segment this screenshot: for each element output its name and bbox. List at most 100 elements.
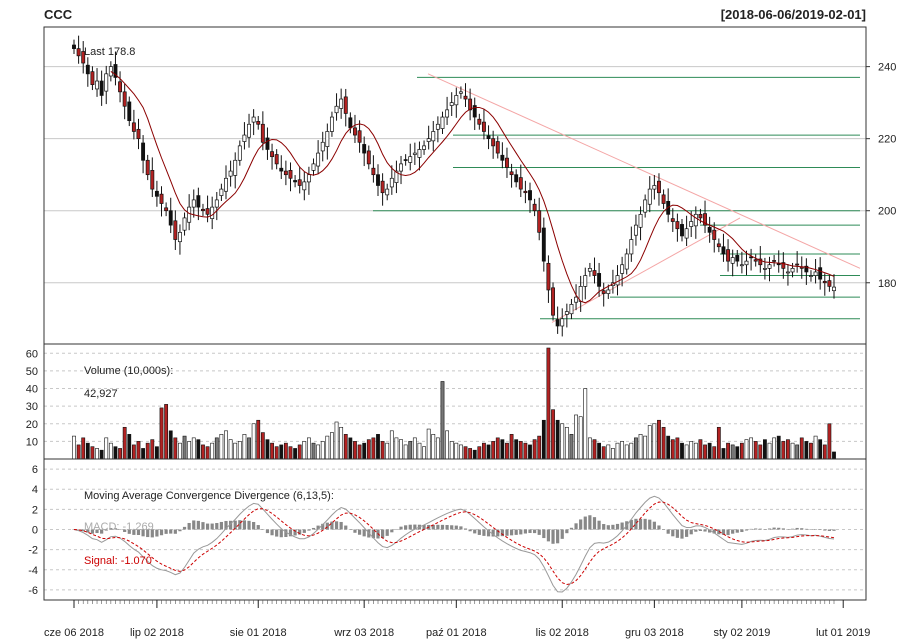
volume-bar [348, 437, 353, 460]
volume-bar [90, 446, 95, 460]
volume-bar [491, 441, 496, 460]
candle [486, 125, 491, 150]
candle-body [772, 260, 777, 262]
volume-bar [320, 441, 325, 460]
volume-bar [408, 441, 413, 460]
candle [707, 216, 712, 243]
volume-bar [744, 439, 749, 460]
volume-bar [247, 437, 251, 460]
candle-body [201, 208, 205, 212]
volume-bar [403, 444, 408, 460]
candle [371, 155, 376, 183]
candle-body [744, 260, 749, 266]
candle-body [486, 135, 491, 140]
volume-bar [486, 444, 491, 460]
macd-histogram-bar [551, 529, 555, 544]
volume-bar [693, 442, 698, 460]
candle-body [422, 145, 427, 150]
candle-body [445, 109, 450, 118]
candle-body [228, 170, 233, 177]
volume-bar [712, 446, 717, 460]
candle [154, 180, 159, 207]
candle-body [481, 121, 486, 132]
volume-bar [81, 437, 86, 460]
candle-body [306, 174, 311, 183]
candle-body [643, 199, 648, 213]
macd-histogram-bar [496, 529, 500, 537]
candle-body [348, 117, 353, 129]
candle [76, 35, 81, 64]
candle [753, 254, 758, 267]
candle-body [283, 170, 288, 176]
x-tick-label: sie 01 2018 [230, 627, 287, 639]
macd-histogram-bar [408, 524, 412, 530]
candle [449, 92, 454, 116]
candle [620, 256, 625, 287]
candle-body [399, 163, 403, 172]
macd-histogram-bar [459, 526, 463, 530]
candle-body [781, 262, 786, 269]
macd-histogram-bar [657, 525, 661, 530]
candle-body [136, 128, 141, 140]
volume-bar [601, 446, 606, 460]
candle-body [131, 122, 136, 132]
signal-value: Signal: -1.070 [84, 555, 152, 567]
candle [306, 166, 311, 195]
candle [721, 233, 726, 262]
candle-body [583, 275, 588, 287]
volume-bar [735, 446, 740, 460]
candle [251, 109, 256, 136]
candle [353, 114, 357, 143]
candle-body [592, 270, 597, 276]
macd-histogram-bar [556, 529, 560, 544]
volume-bar [638, 434, 643, 460]
candle-body [260, 123, 265, 143]
macd-histogram-bar [123, 529, 127, 532]
macd-histogram-bar [109, 528, 113, 530]
price-tick-label: 220 [878, 134, 896, 146]
volume-bar [551, 409, 555, 460]
volume-tick-label: 40 [26, 384, 38, 396]
volume-bar [707, 442, 712, 460]
volume-bar [643, 435, 648, 460]
volume-bar [528, 444, 532, 460]
candle-body [721, 246, 726, 255]
candle [569, 298, 574, 320]
candle-body [122, 91, 127, 107]
macd-histogram-bar [505, 529, 509, 536]
candle-body [270, 151, 275, 158]
x-tick-label: gru 03 2018 [625, 627, 684, 639]
volume-bar [587, 437, 592, 460]
candle [265, 127, 270, 160]
chart-title: CCC [44, 7, 73, 22]
candle [145, 154, 150, 181]
candle [744, 250, 749, 276]
macd-histogram-bar [344, 525, 348, 530]
macd-value: MACD: -1.269 [84, 521, 154, 533]
candle-body [620, 264, 625, 274]
candle [822, 273, 827, 296]
candle-body [376, 174, 380, 186]
macd-histogram-bar [307, 529, 311, 531]
candle-body [832, 286, 836, 292]
candle [214, 191, 219, 221]
macd-histogram-bar [491, 529, 495, 537]
volume-bar [564, 426, 569, 460]
macd-histogram-bar [215, 523, 219, 530]
volume-bar [440, 381, 445, 460]
candle-body [693, 213, 698, 227]
candle-body [712, 229, 717, 240]
candle [339, 88, 344, 119]
volume-bar [302, 441, 307, 460]
date-range: [2018-06-06/2019-02-01] [721, 7, 866, 22]
volume-bar [99, 449, 104, 460]
volume-bar [680, 442, 684, 460]
macd-histogram-bar [178, 529, 182, 532]
candle-body [182, 217, 187, 231]
macd-histogram-bar [685, 529, 689, 537]
candle [670, 208, 675, 232]
macd-histogram-bar [146, 529, 150, 538]
volume-bar [196, 439, 201, 460]
candle [150, 157, 155, 198]
volume-bar [95, 448, 99, 460]
